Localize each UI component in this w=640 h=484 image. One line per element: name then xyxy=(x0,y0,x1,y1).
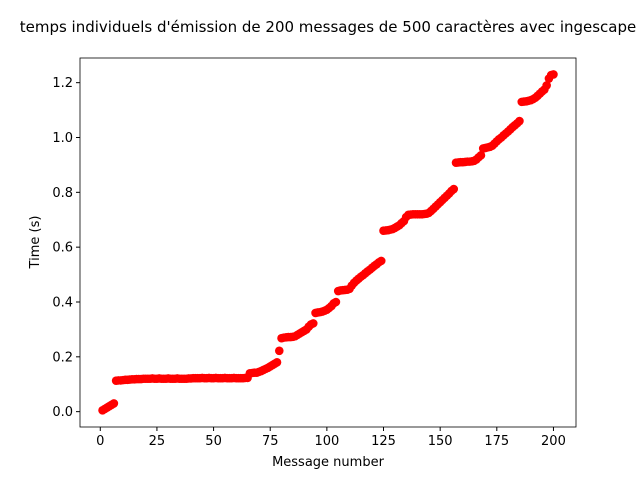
x-tick-label: 50 xyxy=(205,434,222,449)
x-axis-label: Message number xyxy=(272,455,385,470)
point xyxy=(542,81,551,90)
x-tick-label: 125 xyxy=(371,434,396,449)
x-tick-label: 200 xyxy=(541,434,566,449)
point xyxy=(272,358,282,367)
point xyxy=(549,70,558,79)
y-tick-label: 1.2 xyxy=(52,76,73,91)
point xyxy=(308,319,318,328)
point xyxy=(331,297,341,307)
x-tick-label: 0 xyxy=(96,434,104,449)
point xyxy=(376,256,386,266)
chart-title: temps individuels d'émission de 200 mess… xyxy=(19,18,637,36)
point xyxy=(274,346,284,356)
y-tick-label: 0.2 xyxy=(52,350,73,365)
y-axis-label: Time (s) xyxy=(28,216,43,270)
y-tick-label: 0.0 xyxy=(52,405,73,420)
x-tick-label: 175 xyxy=(484,434,509,449)
point xyxy=(476,151,486,160)
point xyxy=(109,399,119,408)
plot-frame xyxy=(79,57,577,428)
y-tick-label: 0.6 xyxy=(52,241,73,256)
x-tick-label: 75 xyxy=(262,434,279,449)
y-tick-label: 0.8 xyxy=(52,186,73,201)
x-tick-label: 100 xyxy=(314,434,339,449)
point xyxy=(449,184,459,194)
y-tick-label: 0.4 xyxy=(52,295,73,310)
y-tick-label: 1.0 xyxy=(52,131,73,146)
x-tick-label: 25 xyxy=(149,434,166,449)
x-tick-label: 150 xyxy=(428,434,453,449)
point xyxy=(515,116,524,126)
